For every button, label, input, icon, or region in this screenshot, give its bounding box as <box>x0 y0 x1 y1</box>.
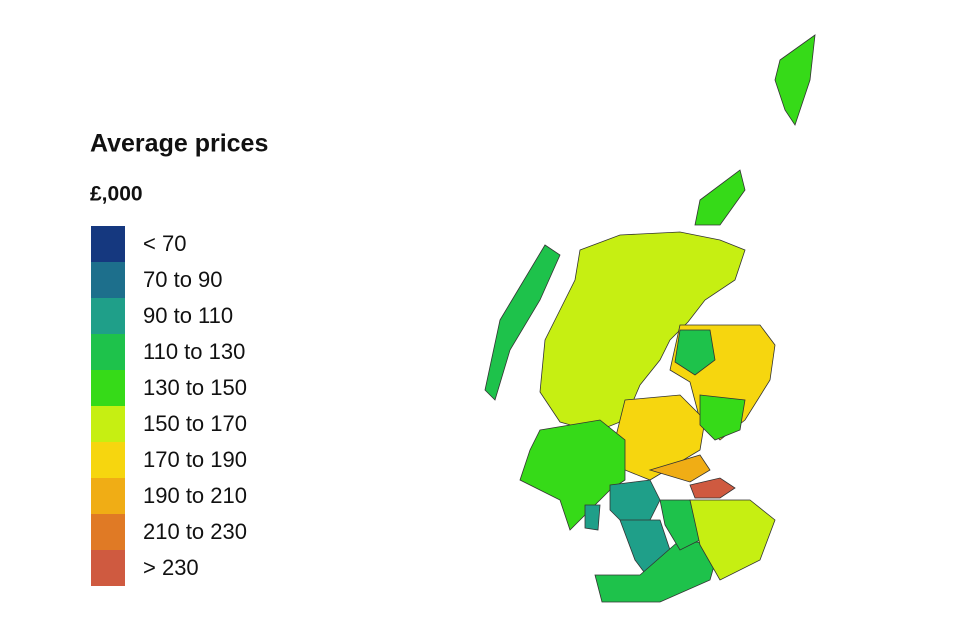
legend-swatch <box>91 478 125 514</box>
region <box>539 231 746 433</box>
region <box>584 504 601 531</box>
legend-subtitle: £,000 <box>90 183 143 206</box>
legend-swatch <box>91 442 125 478</box>
legend-label: 210 to 230 <box>143 519 247 544</box>
legend-swatch <box>91 226 125 262</box>
region <box>484 244 561 401</box>
legend-label: 150 to 170 <box>143 411 247 436</box>
legend-swatch <box>91 334 125 370</box>
legend-label: 70 to 90 <box>143 267 223 292</box>
legend-label: 170 to 190 <box>143 447 247 472</box>
legend-label: < 70 <box>143 231 186 256</box>
region <box>609 479 661 526</box>
legend-label: 90 to 110 <box>143 303 233 328</box>
map <box>484 34 816 603</box>
legend-label: 110 to 130 <box>143 339 245 364</box>
region <box>694 169 746 226</box>
legend: < 70 70 to 90 90 to 110 110 to 130 130 to 15… <box>91 226 247 586</box>
region <box>648 454 711 483</box>
legend-label: > 230 <box>143 555 199 580</box>
legend-label: 130 to 150 <box>143 375 247 400</box>
legend-title: Average prices <box>90 130 268 158</box>
region <box>689 499 776 581</box>
legend-swatch <box>91 298 125 334</box>
region <box>674 329 716 376</box>
legend-swatch <box>91 406 125 442</box>
legend-label: 190 to 210 <box>143 483 247 508</box>
legend-swatch <box>91 550 125 586</box>
region <box>659 499 701 551</box>
legend-swatch <box>91 262 125 298</box>
region <box>699 394 746 441</box>
legend-swatch <box>91 514 125 550</box>
legend-swatch <box>91 370 125 406</box>
region <box>689 477 736 499</box>
region <box>774 34 816 126</box>
region <box>519 419 626 531</box>
